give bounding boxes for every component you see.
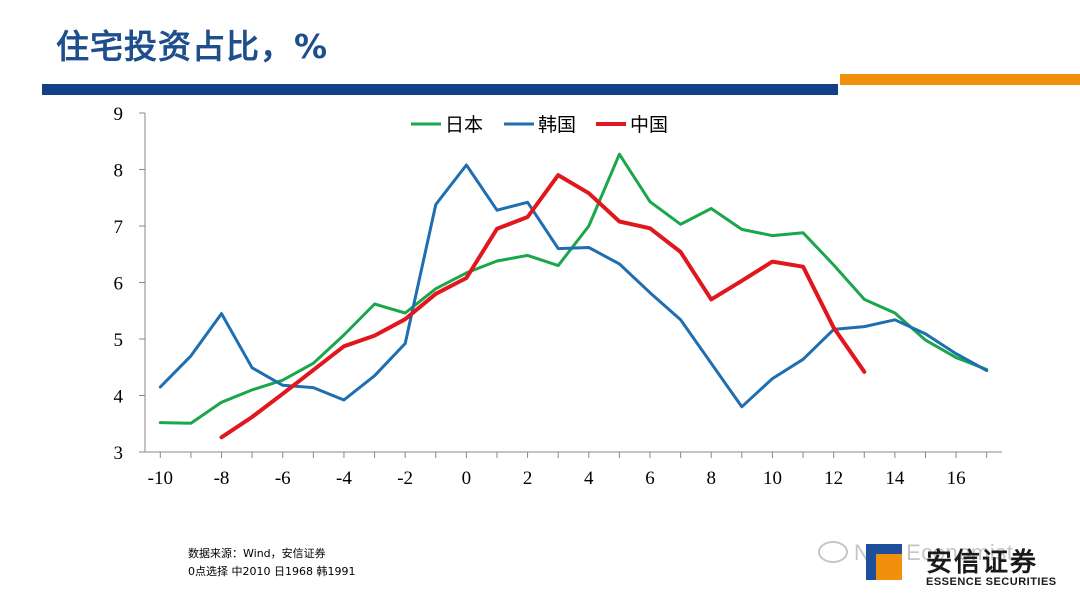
chart-axes: 3 4 5 6 7 8 9 -10 -8 -6 -4 -2 0 2 4 6 8 10 12 14 16 <box>114 104 1002 489</box>
y-tick-label: 6 <box>114 274 124 295</box>
y-tick-label: 9 <box>114 104 124 125</box>
legend-label: 日本 <box>445 114 483 136</box>
chart-series <box>158 152 989 440</box>
y-tick-label: 7 <box>114 217 124 238</box>
series-line-japan <box>158 152 989 425</box>
logo-chinese-name: 安信证券 <box>926 548 1039 578</box>
company-logo: 安信证券 ESSENCE SECURITIES <box>866 538 1076 594</box>
x-tick-label: 16 <box>947 468 966 489</box>
page-title: 住宅投资占比，% <box>56 27 329 66</box>
header-bar-orange <box>840 74 1080 85</box>
series-line-china <box>219 173 867 440</box>
wechat-icon <box>818 541 848 563</box>
x-tick-label: -2 <box>397 468 413 489</box>
source-note: 数据来源：Wind，安信证券 <box>188 547 326 560</box>
chart-legend: 日本 韩国 中国 <box>411 114 668 136</box>
logo-english-name: ESSENCE SECURITIES <box>926 576 1057 588</box>
x-tick-label: 12 <box>824 468 843 489</box>
x-tick-label: -10 <box>148 468 173 489</box>
y-tick-label: 3 <box>114 443 124 464</box>
origin-note: 0点选择 中2010 日1968 韩1991 <box>188 565 356 578</box>
x-tick-label: 6 <box>645 468 655 489</box>
x-tick-label: -6 <box>275 468 291 489</box>
legend-label: 韩国 <box>538 114 576 136</box>
x-tick-label: 10 <box>763 468 782 489</box>
series-line-korea <box>158 163 989 409</box>
x-tick-label: -4 <box>336 468 352 489</box>
legend-label: 中国 <box>630 114 668 136</box>
footer-notes: 数据来源：Wind，安信证券 0点选择 中2010 日1968 韩1991 <box>188 545 355 581</box>
x-tick-label: 2 <box>523 468 533 489</box>
x-tick-label: 0 <box>462 468 472 489</box>
y-tick-label: 5 <box>114 330 124 351</box>
x-tick-label: 4 <box>584 468 594 489</box>
logo-mark-icon <box>866 544 902 580</box>
x-tick-label: 8 <box>706 468 716 489</box>
x-tick-label: 14 <box>885 468 905 489</box>
x-tick-label: -8 <box>214 468 230 489</box>
y-tick-label: 8 <box>114 161 124 182</box>
header-bar-blue <box>42 84 838 95</box>
y-tick-label: 4 <box>114 387 124 408</box>
